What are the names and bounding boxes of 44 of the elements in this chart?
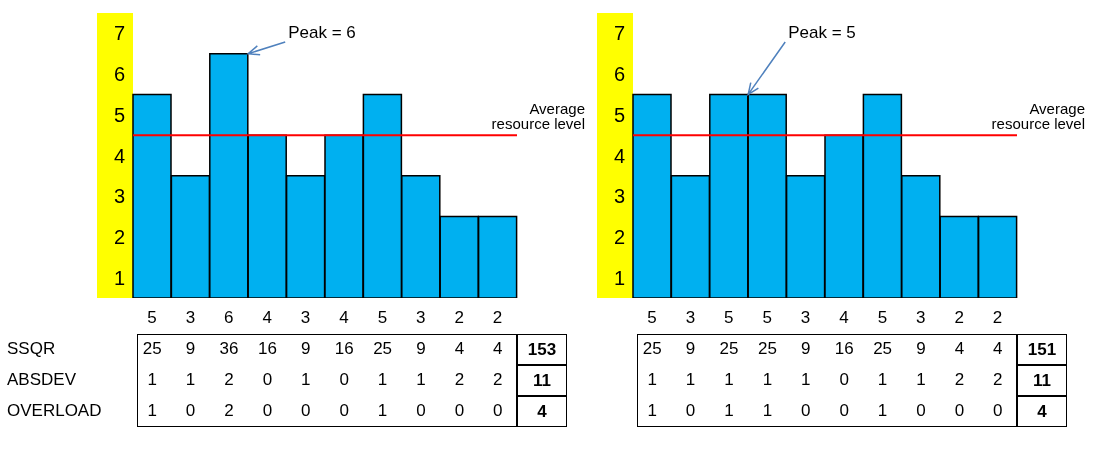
ref-line-label: Average resource level (491, 100, 585, 133)
text: ABSDEV 1 1 2 0 1 0 1 1 2 2 11 (7, 370, 551, 390)
y-tick-label: 4 (613, 144, 625, 167)
y-tick-label: 6 (613, 63, 625, 86)
text: 1 0 1 1 0 0 1 0 0 0 4 (647, 401, 1047, 421)
y-tick-label: 3 (113, 185, 125, 208)
data-label: 2 (492, 308, 503, 327)
y-tick-label: 2 (613, 226, 625, 249)
data-label: 5 (877, 308, 888, 327)
data-label: 5 (762, 308, 772, 327)
data-label: 4 (262, 308, 272, 327)
data-label: 3 (300, 308, 311, 327)
text: 1 1 1 1 1 0 1 1 2 2 11 (647, 370, 1051, 390)
annotation: Peak = 6 (288, 23, 356, 42)
data-label: 3 (416, 308, 426, 327)
y-tick-label: 5 (613, 103, 625, 126)
y-tick-label: 6 (113, 63, 125, 86)
data-label: 3 (800, 308, 811, 327)
data-label: 3 (916, 308, 926, 327)
y-tick-label: 1 (613, 266, 625, 289)
data-label: 4 (839, 308, 849, 327)
data-label: 3 (685, 308, 696, 327)
text: 25 9 25 25 9 16 25 9 4 4 151 (642, 339, 1057, 359)
y-tick-label: 3 (613, 185, 625, 208)
data-label: 5 (647, 308, 657, 327)
data-label: 2 (454, 308, 464, 327)
data-label: 6 (224, 308, 234, 327)
y-tick-label: 4 (113, 144, 125, 167)
ref-line-label: Average resource level (991, 100, 1085, 133)
y-tick-label: 7 (113, 22, 125, 45)
annotation: Peak = 5 (788, 23, 856, 42)
data-label: 5 (377, 308, 388, 327)
data-label: 2 (954, 308, 964, 327)
text: OVERLOAD 1 0 2 0 0 0 1 0 0 0 4 (7, 401, 547, 421)
data-label: 4 (339, 308, 349, 327)
data-label: 5 (724, 308, 734, 327)
data-label: 5 (147, 308, 157, 327)
data-label: 3 (185, 308, 196, 327)
y-tick-label: 2 (113, 226, 125, 249)
data-label: 2 (992, 308, 1003, 327)
text: SSQR 25 9 36 16 9 16 25 9 4 4 153 (7, 339, 557, 359)
y-tick-label: 7 (613, 22, 625, 45)
y-tick-label: 1 (113, 266, 125, 289)
y-tick-label: 5 (113, 103, 125, 126)
